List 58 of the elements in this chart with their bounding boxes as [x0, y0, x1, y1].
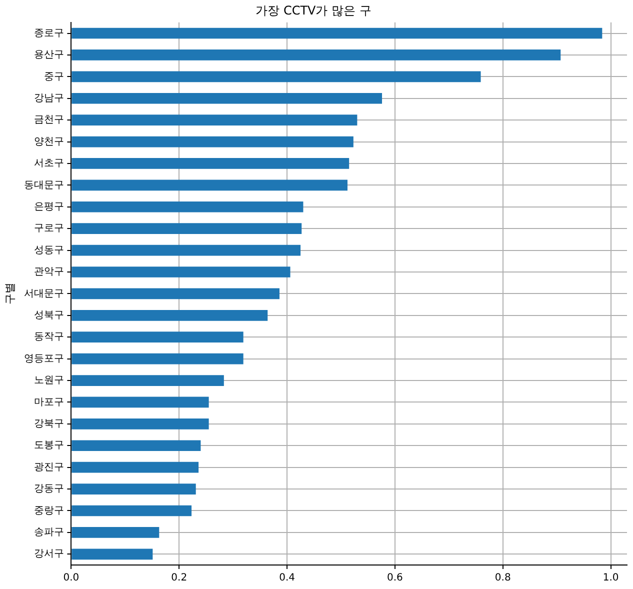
- bar: [72, 310, 268, 321]
- bar: [72, 244, 301, 256]
- bar: [72, 548, 153, 560]
- y-tick-label: 강동구: [34, 484, 64, 495]
- y-tick-label: 양천구: [34, 136, 64, 148]
- bar: [72, 201, 304, 212]
- chart-title: 가장 CCTV가 많은 구: [256, 3, 372, 18]
- x-tick-label: 0.2: [171, 572, 188, 584]
- y-tick-label: 용산구: [34, 50, 64, 61]
- bar: [72, 440, 201, 452]
- y-tick-label: 중구: [44, 71, 64, 82]
- y-tick-label: 성북구: [34, 310, 64, 321]
- x-tick-label: 0.0: [63, 572, 80, 584]
- y-tick-label: 동대문구: [24, 180, 64, 191]
- bar: [72, 92, 382, 104]
- y-axis-title: 구별: [3, 282, 16, 305]
- x-tick-label: 1.0: [602, 572, 619, 584]
- y-tick-label: 서초구: [34, 158, 64, 170]
- y-tick-label: 은평구: [34, 201, 64, 212]
- y-tick-label: 도봉구: [34, 440, 64, 452]
- bar: [72, 396, 209, 408]
- bar: [72, 527, 160, 538]
- bar: [72, 462, 199, 473]
- bar: [72, 332, 244, 343]
- y-tick-label: 노원구: [34, 375, 64, 386]
- bar: [72, 114, 358, 126]
- x-tick-label: 0.6: [387, 572, 403, 584]
- y-tick-label: 종로구: [34, 28, 64, 39]
- y-tick-label: 강북구: [34, 418, 64, 430]
- bar: [72, 505, 192, 516]
- y-tick-label: 강서구: [34, 548, 64, 560]
- bar: [72, 353, 244, 364]
- y-tick-label: 마포구: [34, 396, 64, 408]
- x-tick-label: 0.8: [494, 572, 511, 584]
- bar: [72, 223, 302, 234]
- y-tick-label: 중랑구: [34, 505, 64, 516]
- y-tick-label: 송파구: [34, 527, 64, 538]
- bar: [72, 418, 209, 430]
- y-tick-label: 서대문구: [24, 288, 64, 300]
- y-tick-label: 강남구: [34, 92, 64, 104]
- y-tick-label: 동작구: [34, 332, 64, 343]
- bar: [72, 266, 290, 278]
- bar: [72, 50, 561, 60]
- bar: [72, 375, 224, 386]
- bar: [72, 71, 481, 82]
- y-tick-label: 관악구: [34, 266, 64, 278]
- bar: [72, 158, 350, 169]
- bar: [72, 288, 280, 300]
- bar: [72, 180, 348, 191]
- bar: [72, 484, 196, 494]
- bar: [72, 136, 354, 148]
- y-tick-label: 광진구: [34, 462, 64, 473]
- x-tick-label: 0.4: [279, 572, 295, 584]
- y-tick-label: 구로구: [34, 223, 64, 234]
- y-tick-label: 영등포구: [24, 353, 64, 364]
- y-tick-label: 금천구: [34, 114, 64, 126]
- bar: [72, 28, 602, 39]
- y-tick-label: 성동구: [34, 244, 64, 256]
